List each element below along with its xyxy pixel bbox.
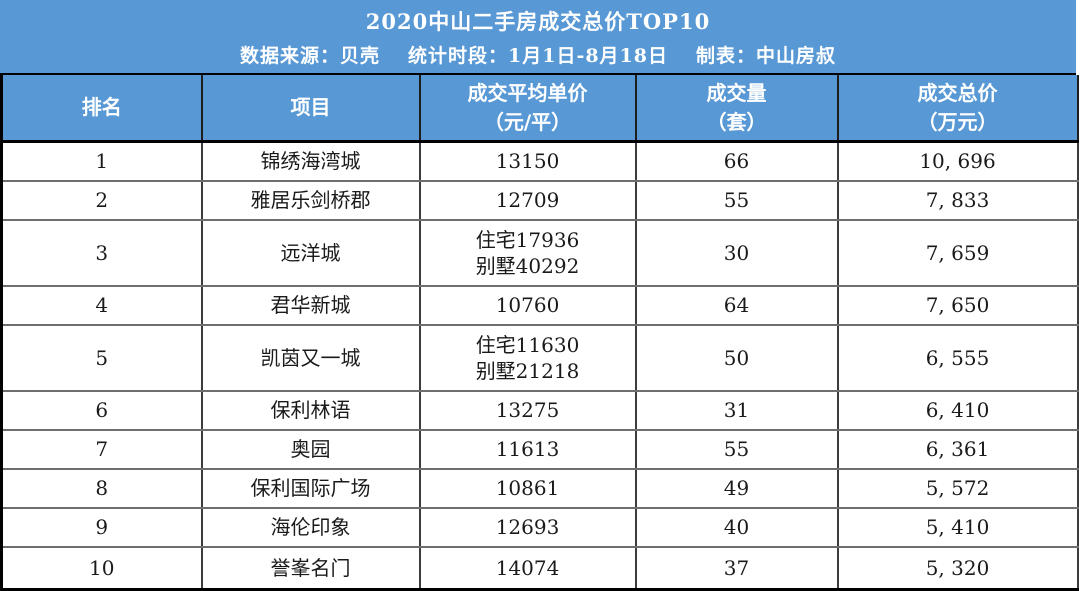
unit-price-cell: 住宅17936 别墅40292 (418, 218, 637, 287)
col-header-project: 项目 (200, 75, 421, 143)
page-title: 2020中山二手房成交总价TOP10 (365, 8, 711, 34)
table-row: 8 保利国际广场 10861 49 5, 572 (0, 467, 1079, 509)
unit-price-cell: 10861 (418, 467, 637, 509)
project-cell: 锦绣海湾城 (200, 140, 421, 182)
table-row: 9 海伦印象 12693 40 5, 410 (0, 506, 1079, 548)
table-row: 3 远洋城 住宅17936 别墅40292 30 7, 659 (0, 218, 1079, 287)
rank-cell: 5 (0, 323, 203, 392)
total-price-cell: 5, 320 (836, 545, 1079, 591)
unit-price-cell: 13150 (418, 140, 637, 182)
rank-cell: 3 (0, 218, 203, 287)
rank-cell: 7 (0, 428, 203, 470)
project-cell: 保利国际广场 (200, 467, 421, 509)
unit-price-cell: 12693 (418, 506, 637, 548)
unit-price-cell: 住宅11630 别墅21218 (418, 323, 637, 392)
table-row: 10 誉峯名门 14074 37 5, 320 (0, 545, 1079, 591)
rank-cell: 2 (0, 179, 203, 221)
volume-cell: 55 (634, 179, 839, 221)
project-cell: 雅居乐剑桥郡 (200, 179, 421, 221)
rank-cell: 4 (0, 284, 203, 326)
col-header-avg-unit-price: 成交平均单价 （元/平） (418, 75, 637, 143)
rank-cell: 10 (0, 545, 203, 591)
project-cell: 海伦印象 (200, 506, 421, 548)
total-price-cell: 7, 650 (836, 284, 1079, 326)
total-price-cell: 7, 833 (836, 179, 1079, 221)
volume-cell: 64 (634, 284, 839, 326)
total-price-cell: 5, 410 (836, 506, 1079, 548)
rank-cell: 9 (0, 506, 203, 548)
total-price-cell: 10, 696 (836, 140, 1079, 182)
volume-cell: 50 (634, 323, 839, 392)
table-row: 6 保利林语 13275 31 6, 410 (0, 389, 1079, 431)
table-header-row: 排名 项目 成交平均单价 （元/平） 成交量 （套） 成交总价 （万元） (0, 75, 1079, 143)
project-cell: 远洋城 (200, 218, 421, 287)
volume-cell: 30 (634, 218, 839, 287)
project-cell: 誉峯名门 (200, 545, 421, 591)
col-header-volume: 成交量 （套） (634, 75, 839, 143)
project-cell: 奥园 (200, 428, 421, 470)
volume-cell: 40 (634, 506, 839, 548)
unit-price-cell: 13275 (418, 389, 637, 431)
table-row: 7 奥园 11613 55 6, 361 (0, 428, 1079, 470)
data-source-label: 数据来源：贝壳 (239, 44, 380, 67)
volume-cell: 31 (634, 389, 839, 431)
total-price-cell: 6, 555 (836, 323, 1079, 392)
rank-cell: 6 (0, 389, 203, 431)
project-cell: 君华新城 (200, 284, 421, 326)
unit-price-cell: 12709 (418, 179, 637, 221)
volume-cell: 55 (634, 428, 839, 470)
total-price-cell: 6, 410 (836, 389, 1079, 431)
total-price-cell: 5, 572 (836, 467, 1079, 509)
table-row: 1 锦绣海湾城 13150 66 10, 696 (0, 140, 1079, 182)
total-price-cell: 6, 361 (836, 428, 1079, 470)
table-author-label: 制表：中山房叔 (696, 44, 837, 67)
project-cell: 保利林语 (200, 389, 421, 431)
table-row: 5 凯茵又一城 住宅11630 别墅21218 50 6, 555 (0, 323, 1079, 392)
col-header-total-price: 成交总价 （万元） (836, 75, 1079, 143)
subtitle: 数据来源：贝壳 统计时段：1月1日-8月18日 制表：中山房叔 (226, 41, 850, 68)
col-header-rank: 排名 (0, 75, 203, 143)
unit-price-cell: 10760 (418, 284, 637, 326)
total-price-cell: 7, 659 (836, 218, 1079, 287)
volume-cell: 66 (634, 140, 839, 182)
rank-cell: 8 (0, 467, 203, 509)
top10-table: 排名 项目 成交平均单价 （元/平） 成交量 （套） 成交总价 （万元） (0, 75, 1079, 591)
project-cell: 凯茵又一城 (200, 323, 421, 392)
table-row: 2 雅居乐剑桥郡 12709 55 7, 833 (0, 179, 1079, 221)
table-row: 4 君华新城 10760 64 7, 650 (0, 284, 1079, 326)
unit-price-cell: 11613 (418, 428, 637, 470)
rank-cell: 1 (0, 140, 203, 182)
title-block: 2020中山二手房成交总价TOP10 数据来源：贝壳 统计时段：1月1日-8月18… (0, 0, 1076, 75)
volume-cell: 37 (634, 545, 839, 591)
stat-period-label: 统计时段：1月1日-8月18日 (408, 44, 668, 67)
volume-cell: 49 (634, 467, 839, 509)
unit-price-cell: 14074 (418, 545, 637, 591)
